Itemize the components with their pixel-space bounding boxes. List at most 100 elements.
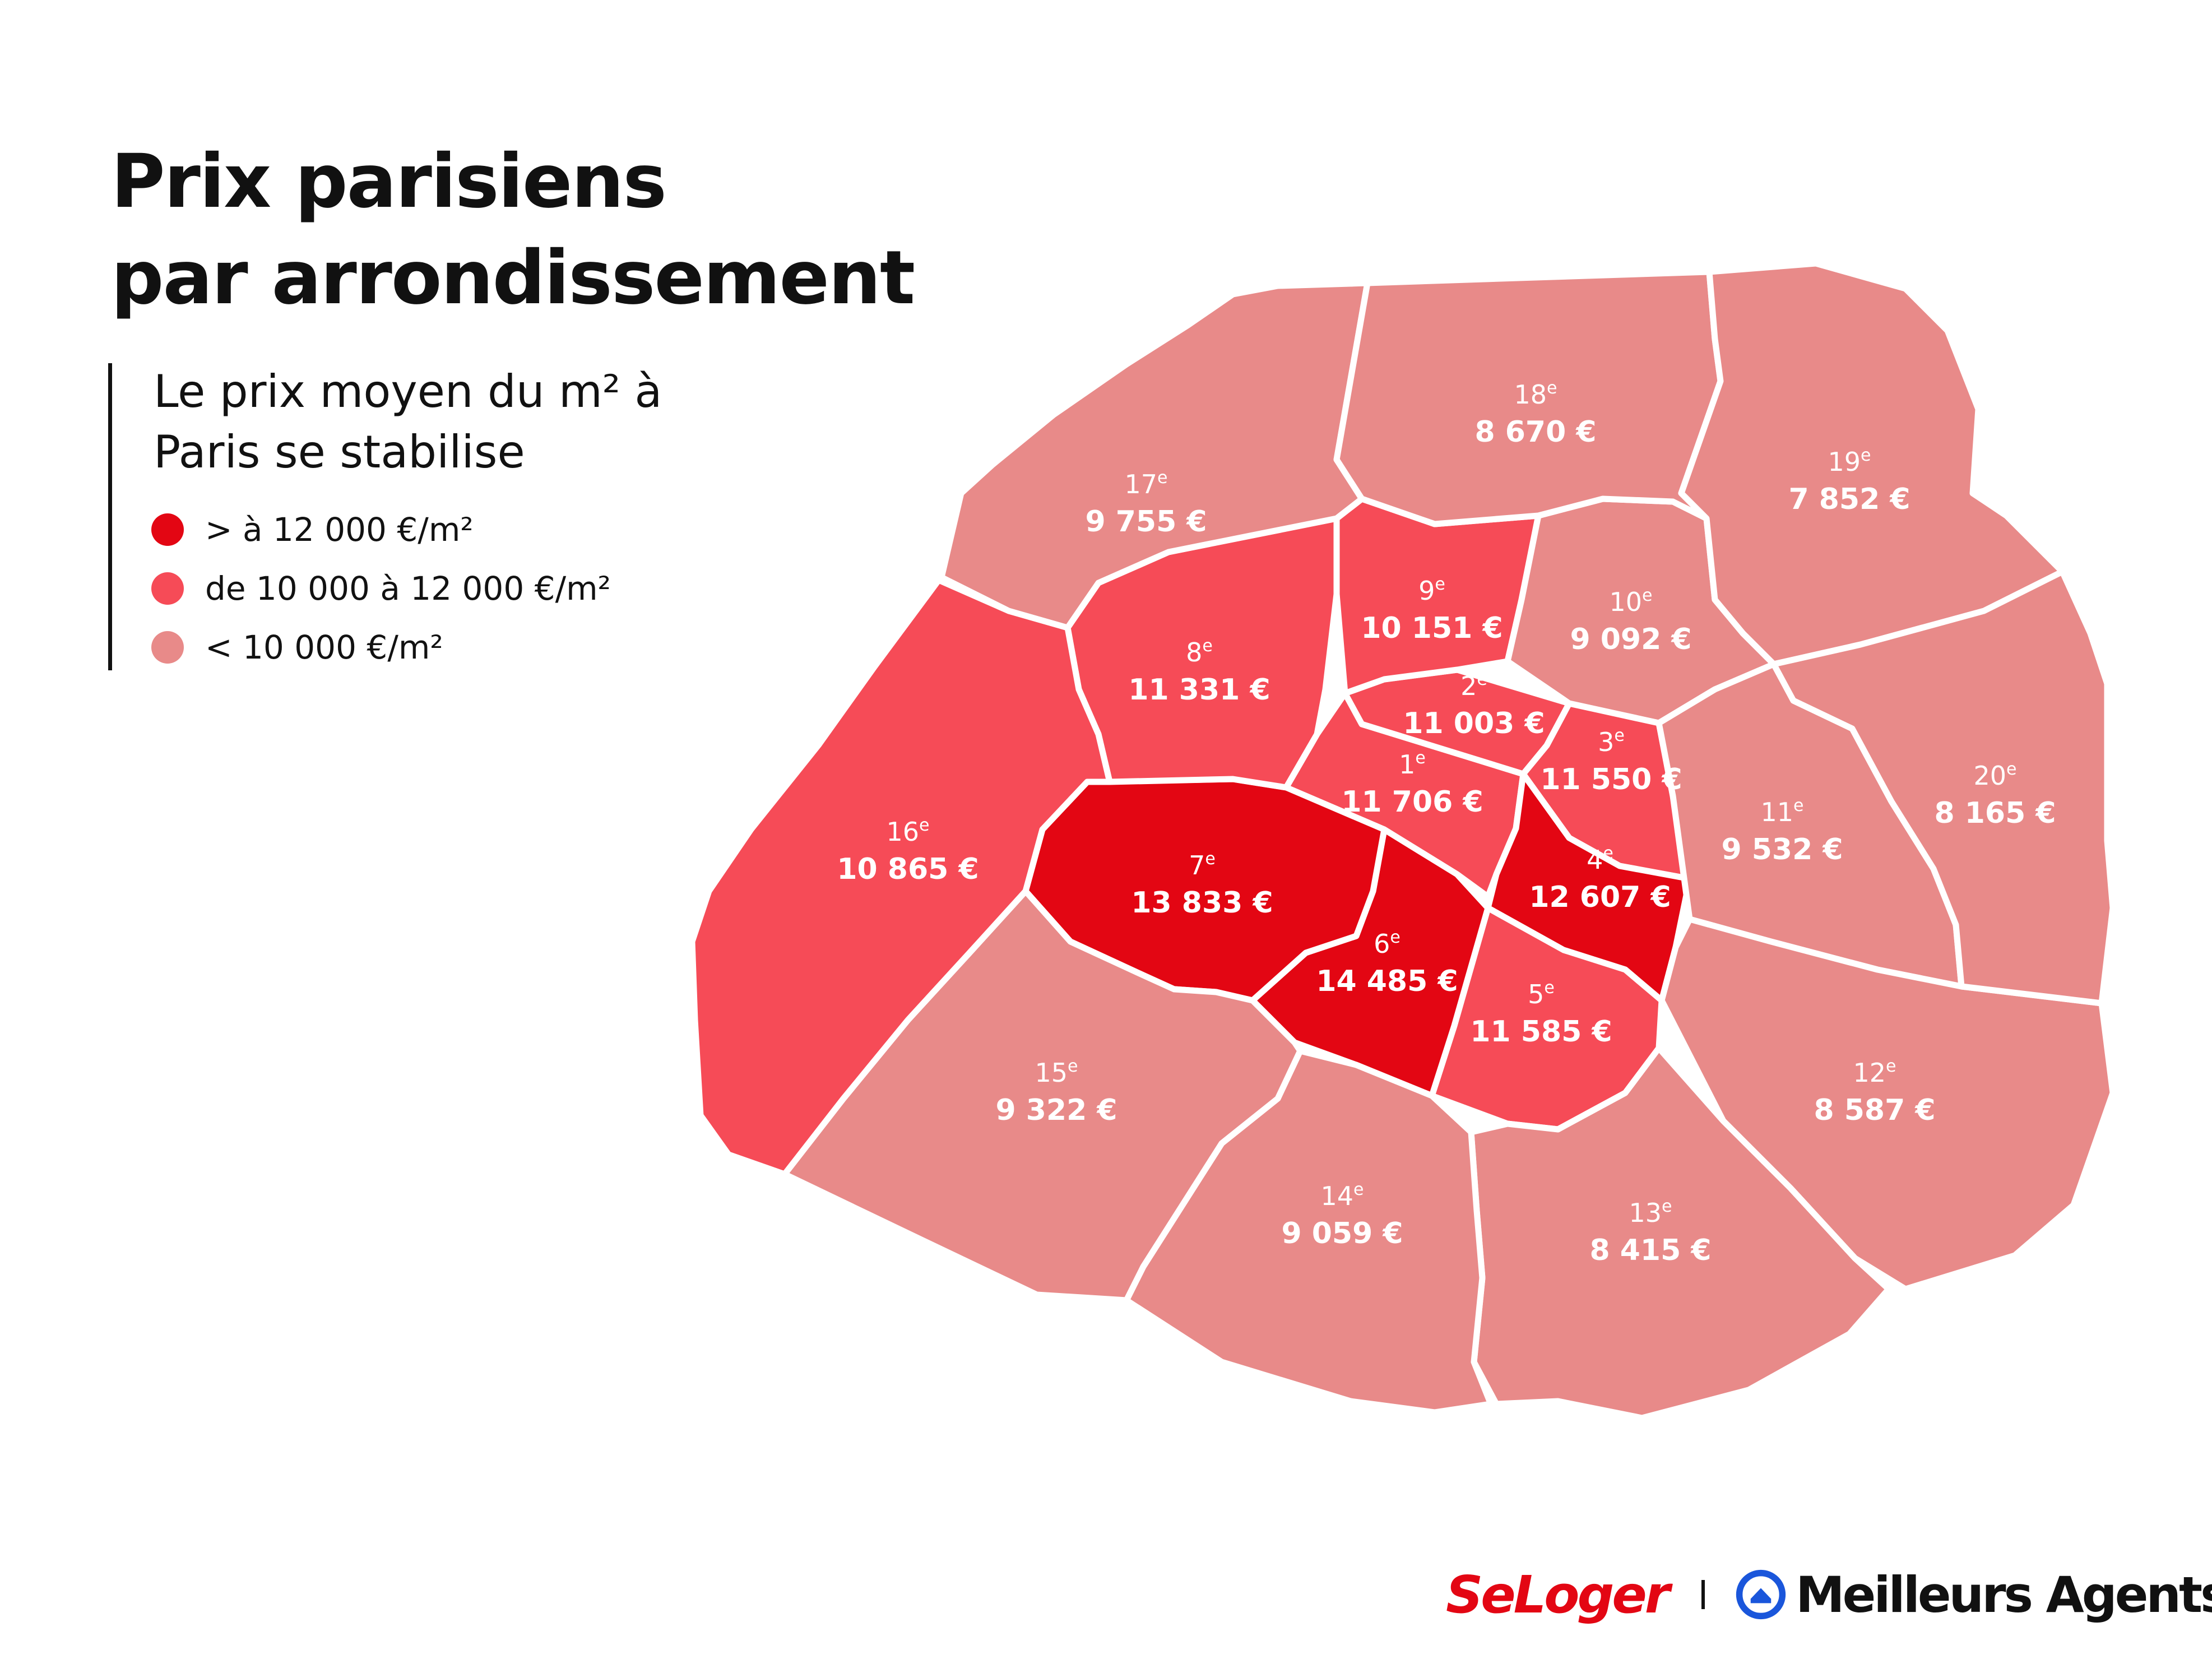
arrondissement-8-suffix: e xyxy=(1202,636,1212,656)
arrondissement-12-suffix: e xyxy=(1886,1056,1896,1076)
arrondissement-13-price: 8 415 € xyxy=(1589,1234,1711,1267)
arrondissement-20-price: 8 165 € xyxy=(1934,796,2056,830)
arrondissement-2-price: 11 003 € xyxy=(1403,707,1545,740)
legend-item-high: > à 12 000 €/m² xyxy=(151,510,474,549)
arrondissement-5-price: 11 585 € xyxy=(1470,1015,1612,1049)
arrondissement-13-suffix: e xyxy=(1662,1197,1672,1216)
arrondissement-6-number-value: 6 xyxy=(1374,929,1390,959)
arrondissement-19-number: 19e xyxy=(1828,446,1871,477)
legend-label-high: > à 12 000 €/m² xyxy=(205,511,474,549)
arrondissement-8-price: 11 331 € xyxy=(1128,673,1270,707)
arrondissement-11-suffix: e xyxy=(1793,796,1803,815)
seloger-logo: SeLoger xyxy=(1446,1564,1670,1625)
arrondissement-8-number: 8e xyxy=(1186,636,1213,668)
arrondissement-17-price: 9 755 € xyxy=(1085,505,1207,539)
arrondissement-18-number-value: 18 xyxy=(1514,379,1547,410)
arrondissement-5-number: 5e xyxy=(1528,978,1555,1009)
logo-separator xyxy=(1701,1580,1705,1609)
arrondissement-15-number-value: 15 xyxy=(1035,1058,1068,1088)
arrondissement-17-number: 17e xyxy=(1124,468,1167,499)
arrondissement-8-number-value: 8 xyxy=(1186,637,1202,668)
arrondissement-19-number-value: 19 xyxy=(1828,447,1861,477)
arrondissement-12-area xyxy=(1658,916,2116,1292)
arrondissement-3-number-value: 3 xyxy=(1598,727,1614,757)
arrondissement-13-number: 13e xyxy=(1629,1197,1672,1228)
arrondissement-9-price: 10 151 € xyxy=(1361,611,1503,645)
arrondissement-4-suffix: e xyxy=(1603,844,1613,863)
legend-item-mid: de 10 000 à 12 000 €/m² xyxy=(151,569,611,608)
arrondissement-3-price: 11 550 € xyxy=(1540,763,1682,796)
legend-dot-high xyxy=(151,513,184,546)
arrondissement-18-number: 18e xyxy=(1514,378,1557,410)
arrondissement-20-area xyxy=(1770,568,2116,1007)
arrondissement-4-number: 4e xyxy=(1587,844,1613,875)
subtitle-line-2: Paris se stabilise xyxy=(154,426,525,478)
arrondissement-12-number-value: 12 xyxy=(1853,1058,1886,1088)
legend-label-mid: de 10 000 à 12 000 €/m² xyxy=(205,569,611,608)
arrondissement-15-price: 9 322 € xyxy=(995,1093,1117,1127)
arrondissement-19-price: 7 852 € xyxy=(1788,483,1910,516)
arrondissement-12-price: 8 587 € xyxy=(1814,1093,1935,1127)
arrondissement-10-price: 9 092 € xyxy=(1570,623,1691,656)
arrondissement-1-number: 1e xyxy=(1399,748,1426,780)
arrondissement-17-suffix: e xyxy=(1157,468,1167,488)
arrondissement-12 xyxy=(1658,916,2116,1292)
arrondissement-1-suffix: e xyxy=(1415,748,1425,768)
legend-dot-low xyxy=(151,631,184,664)
title-line-2: par arrondissement xyxy=(111,235,915,321)
arrondissement-13-number-value: 13 xyxy=(1629,1198,1662,1228)
legend-label-low: < 10 000 €/m² xyxy=(205,628,443,666)
arrondissement-14-price: 9 059 € xyxy=(1281,1217,1403,1250)
arrondissement-5-suffix: e xyxy=(1544,978,1554,998)
arrondissement-7-number: 7e xyxy=(1189,849,1216,881)
arrondissement-15-number: 15e xyxy=(1035,1056,1078,1088)
arrondissement-18-price: 8 670 € xyxy=(1474,415,1596,449)
arrondissement-14-number: 14e xyxy=(1320,1180,1364,1211)
arrondissement-9-number-value: 9 xyxy=(1418,576,1435,606)
arrondissement-6-price: 14 485 € xyxy=(1316,965,1458,998)
arrondissement-16-number-value: 16 xyxy=(886,817,919,847)
arrondissement-9-number: 9e xyxy=(1418,574,1445,606)
arrondissement-10-suffix: e xyxy=(1642,586,1652,605)
arrondissement-5-number-value: 5 xyxy=(1528,979,1544,1009)
arrondissement-14-number-value: 14 xyxy=(1320,1181,1353,1211)
arrondissement-16-suffix: e xyxy=(919,815,929,835)
arrondissement-9-suffix: e xyxy=(1435,574,1445,594)
arrondissement-11-number-value: 11 xyxy=(1760,797,1793,827)
meilleurs-agents-logo: Meilleurs Agents xyxy=(1796,1565,2212,1624)
arrondissement-20-number: 20e xyxy=(1973,759,2016,791)
arrondissement-12-number: 12e xyxy=(1853,1056,1896,1088)
arrondissement-13-area xyxy=(1468,1045,1892,1421)
arrondissement-3-suffix: e xyxy=(1614,726,1624,745)
arrondissement-11-number: 11e xyxy=(1760,796,1803,827)
arrondissement-19-suffix: e xyxy=(1861,446,1871,465)
arrondissement-16 xyxy=(689,577,1113,1178)
legend-item-low: < 10 000 €/m² xyxy=(151,628,443,667)
subtitle-line-1: Le prix moyen du m² à xyxy=(154,365,662,418)
legend-dot-mid xyxy=(151,572,184,605)
arrondissement-18-suffix: e xyxy=(1547,378,1557,398)
arrondissement-7-suffix: e xyxy=(1205,849,1215,869)
arrondissement-15-suffix: e xyxy=(1068,1056,1078,1076)
arrondissement-20-number-value: 20 xyxy=(1973,761,2006,791)
arrondissement-13 xyxy=(1468,1045,1892,1421)
arrondissement-10-number-value: 10 xyxy=(1609,587,1642,617)
arrondissement-6-suffix: e xyxy=(1390,928,1400,947)
arrondissement-4-number-value: 4 xyxy=(1587,845,1603,875)
arrondissement-2-number: 2e xyxy=(1460,670,1487,701)
subtitle: Le prix moyen du m² à Paris se stabilise xyxy=(154,362,662,483)
arrondissement-1-number-value: 1 xyxy=(1399,749,1415,780)
arrondissement-3-number: 3e xyxy=(1598,726,1625,757)
title-line-1: Prix parisiens xyxy=(111,138,667,225)
arrondissement-2-number-value: 2 xyxy=(1460,671,1477,701)
subtitle-bar xyxy=(108,363,112,670)
arrondissement-1-price: 11 706 € xyxy=(1341,785,1483,819)
arrondissement-14-suffix: e xyxy=(1353,1180,1364,1199)
arrondissement-20-suffix: e xyxy=(2006,759,2016,779)
arrondissement-17-number-value: 17 xyxy=(1124,469,1157,499)
arrondissement-6-number: 6e xyxy=(1374,928,1401,959)
arrondissement-16-area xyxy=(689,577,1113,1178)
page-title: Prix parisiens par arrondissement xyxy=(111,133,915,326)
arrondissement-11-price: 9 532 € xyxy=(1721,833,1843,866)
